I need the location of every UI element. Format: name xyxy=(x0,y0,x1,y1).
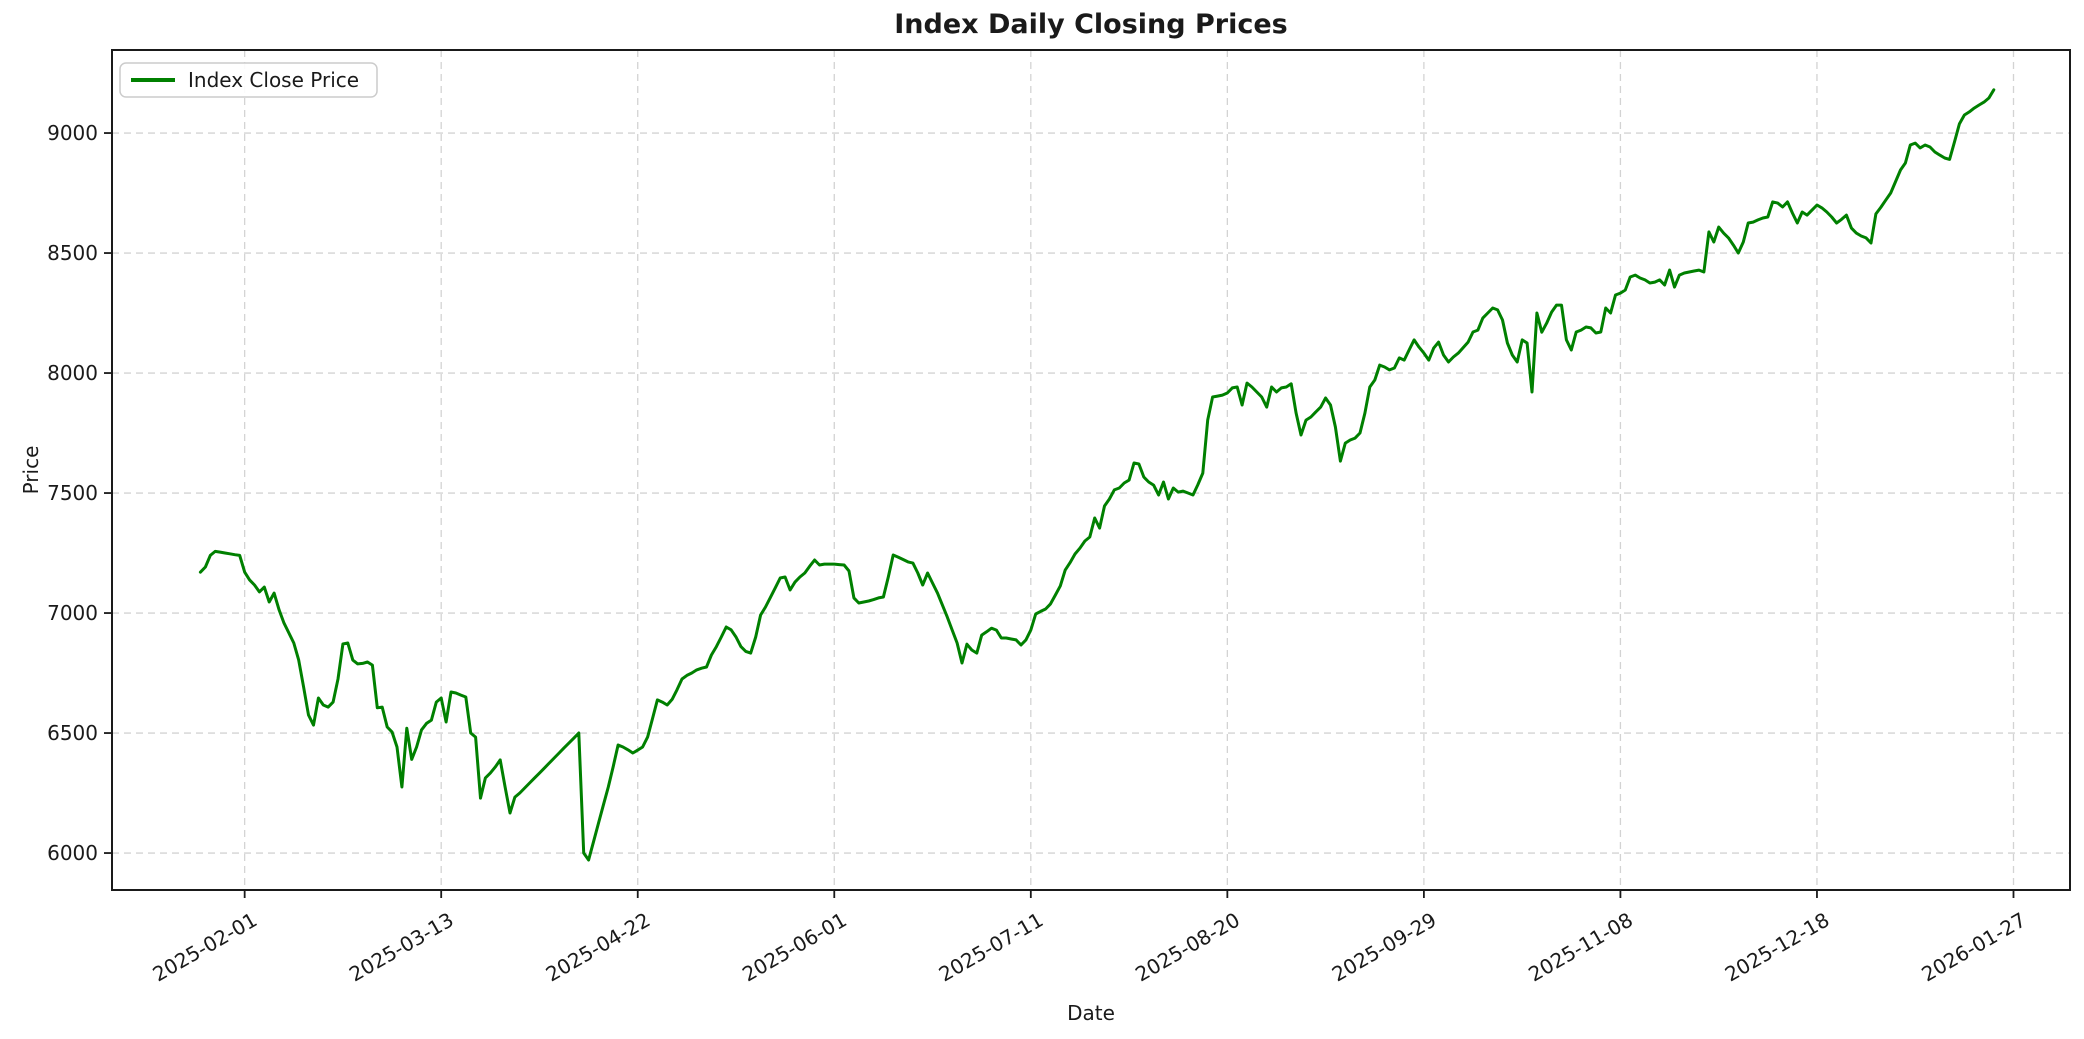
price-line-series xyxy=(198,88,1996,862)
x-tick-label: 2025-07-11 xyxy=(935,908,1048,987)
x-tick-label: 2025-09-29 xyxy=(1328,908,1441,987)
x-tick-label: 2025-08-20 xyxy=(1131,908,1244,987)
legend: Index Close Price xyxy=(119,62,378,98)
x-tick-label: 2026-01-27 xyxy=(1917,908,2030,987)
y-tick-label: 6000 xyxy=(47,841,98,865)
x-tick-label: 2025-03-13 xyxy=(345,908,458,987)
legend-label: Index Close Price xyxy=(188,68,359,92)
y-tick-label: 8500 xyxy=(47,241,98,265)
y-tick-label: 9000 xyxy=(47,121,98,145)
grid-lines xyxy=(112,50,2070,890)
x-tick-label: 2025-12-18 xyxy=(1721,908,1834,987)
y-axis-label: Price xyxy=(19,446,43,495)
y-tick-label: 7500 xyxy=(47,481,98,505)
y-tick-label: 6500 xyxy=(47,721,98,745)
x-tick-label: 2025-11-08 xyxy=(1524,908,1637,987)
axis-ticks: 2025-02-01 2025-03-13 2025-04-22 2025-06-01… xyxy=(47,121,2030,986)
y-tick-label: 7000 xyxy=(47,601,98,625)
x-tick-label: 2025-02-01 xyxy=(149,908,262,987)
x-tick-label: 2025-04-22 xyxy=(542,908,655,987)
y-tick-label: 8000 xyxy=(47,361,98,385)
chart-title: Index Daily Closing Prices xyxy=(894,9,1288,40)
legend-box xyxy=(119,62,378,98)
x-axis-label: Date xyxy=(1067,1001,1115,1025)
x-tick-label: 2025-06-01 xyxy=(738,908,851,987)
plot-frame xyxy=(111,49,2071,891)
